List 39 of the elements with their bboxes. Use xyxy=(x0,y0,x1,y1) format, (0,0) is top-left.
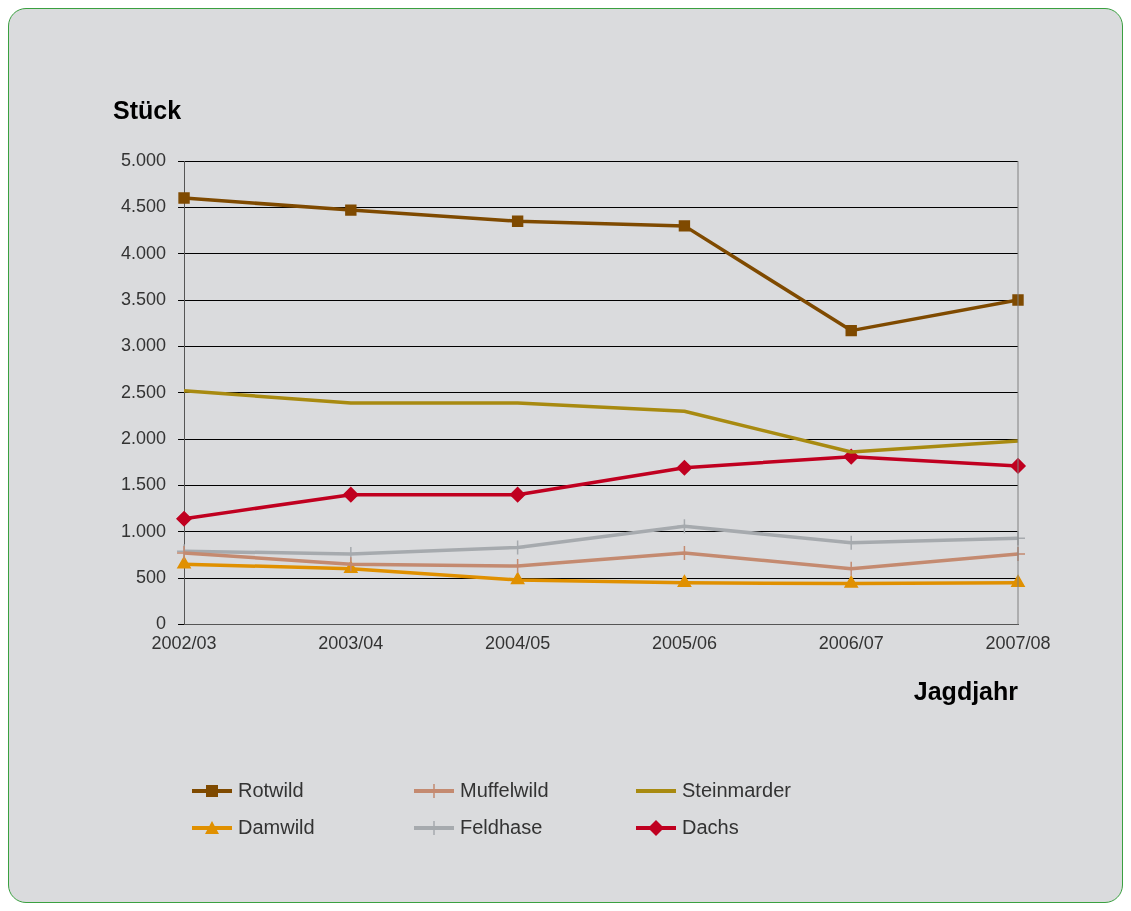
x-tick-label: 2002/03 xyxy=(151,633,217,654)
legend-label: Rotwild xyxy=(238,779,304,802)
point xyxy=(345,204,357,216)
point xyxy=(677,574,692,587)
y-tick-label: 2.000 xyxy=(121,428,167,449)
legend-label: Damwild xyxy=(238,816,315,839)
y-tick-label: 5.000 xyxy=(121,149,167,170)
point xyxy=(844,575,859,588)
x-tick-label: 2004/05 xyxy=(485,633,551,654)
x-axis-title: Jagdjahr xyxy=(913,676,1019,705)
point xyxy=(678,220,691,232)
x-tick-label: 2006/07 xyxy=(818,633,884,654)
point xyxy=(676,460,693,476)
y-axis-title: Stück xyxy=(113,96,182,124)
y-tick-label: 3.500 xyxy=(121,288,167,309)
y-tick-label: 3.000 xyxy=(121,335,167,356)
point xyxy=(845,324,857,337)
legend-label: Steinmarder xyxy=(682,779,791,802)
point xyxy=(178,192,190,204)
point xyxy=(511,215,524,227)
legend-label: Dachs xyxy=(682,816,739,839)
y-tick-label: 1.000 xyxy=(121,520,167,541)
point xyxy=(1012,294,1024,306)
x-tick-label: 2005/06 xyxy=(651,633,717,654)
legend-label: Muffelwild xyxy=(460,779,549,802)
point xyxy=(343,486,359,503)
point xyxy=(510,572,525,585)
y-tick-label: 4.500 xyxy=(121,196,167,217)
y-tick-label: 2.500 xyxy=(121,381,167,402)
point xyxy=(176,511,192,527)
y-tick-label: 500 xyxy=(136,567,167,588)
x-tick-label: 2003/04 xyxy=(318,633,384,654)
y-tick-label: 4.000 xyxy=(121,242,167,263)
x-tick-label: 2007/08 xyxy=(985,633,1051,654)
legend-label: Feldhase xyxy=(460,816,543,839)
point xyxy=(509,486,526,503)
y-tick-label: 1.500 xyxy=(121,474,167,495)
y-tick-label: 0 xyxy=(156,613,167,634)
point xyxy=(177,556,191,569)
